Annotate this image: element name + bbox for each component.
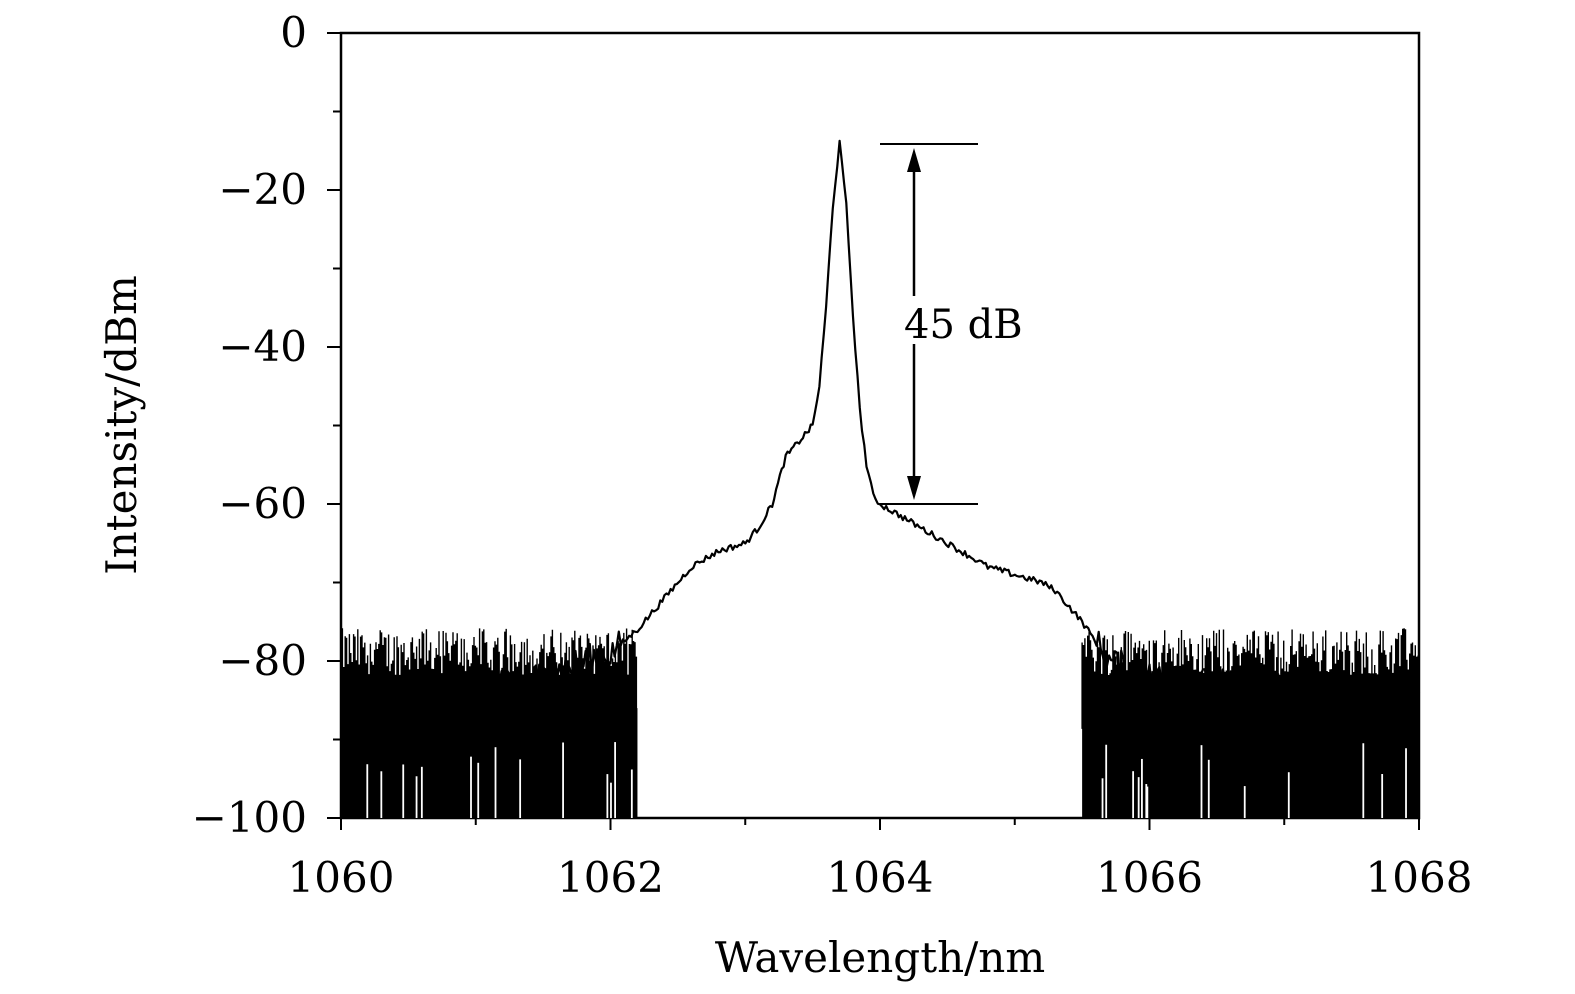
noise-floor <box>340 628 1419 818</box>
x-axis-label: Wavelength/nm <box>715 933 1045 982</box>
y-tick-label: −100 <box>192 793 307 842</box>
arrow-down-icon <box>907 476 921 500</box>
x-tick-label: 1064 <box>827 853 934 902</box>
y-tick-label: −20 <box>218 165 307 214</box>
spectrum-line <box>339 139 1421 710</box>
y-tick-label: −60 <box>218 479 307 528</box>
x-tick-label: 1060 <box>288 853 395 902</box>
y-tick-label: −80 <box>218 636 307 685</box>
arrow-up-icon <box>907 148 921 172</box>
y-axis-ticks: 0 −20 −40 −60 −80 −100 <box>192 8 341 842</box>
y-axis-label: Intensity/dBm <box>97 275 146 575</box>
annotation-text: 45 dB <box>904 302 1023 348</box>
y-tick-label: −40 <box>218 322 307 371</box>
annotation-text-bg <box>900 296 1040 344</box>
annotation-45db: 45 dB <box>880 143 1040 505</box>
noise-spikes <box>1081 628 1419 818</box>
x-tick-label: 1068 <box>1366 853 1473 902</box>
x-tick-label: 1062 <box>557 853 664 902</box>
x-axis-ticks: 1060 1062 1064 1066 1068 <box>288 818 1473 902</box>
y-tick-label: 0 <box>280 8 307 57</box>
x-tick-label: 1066 <box>1096 853 1203 902</box>
